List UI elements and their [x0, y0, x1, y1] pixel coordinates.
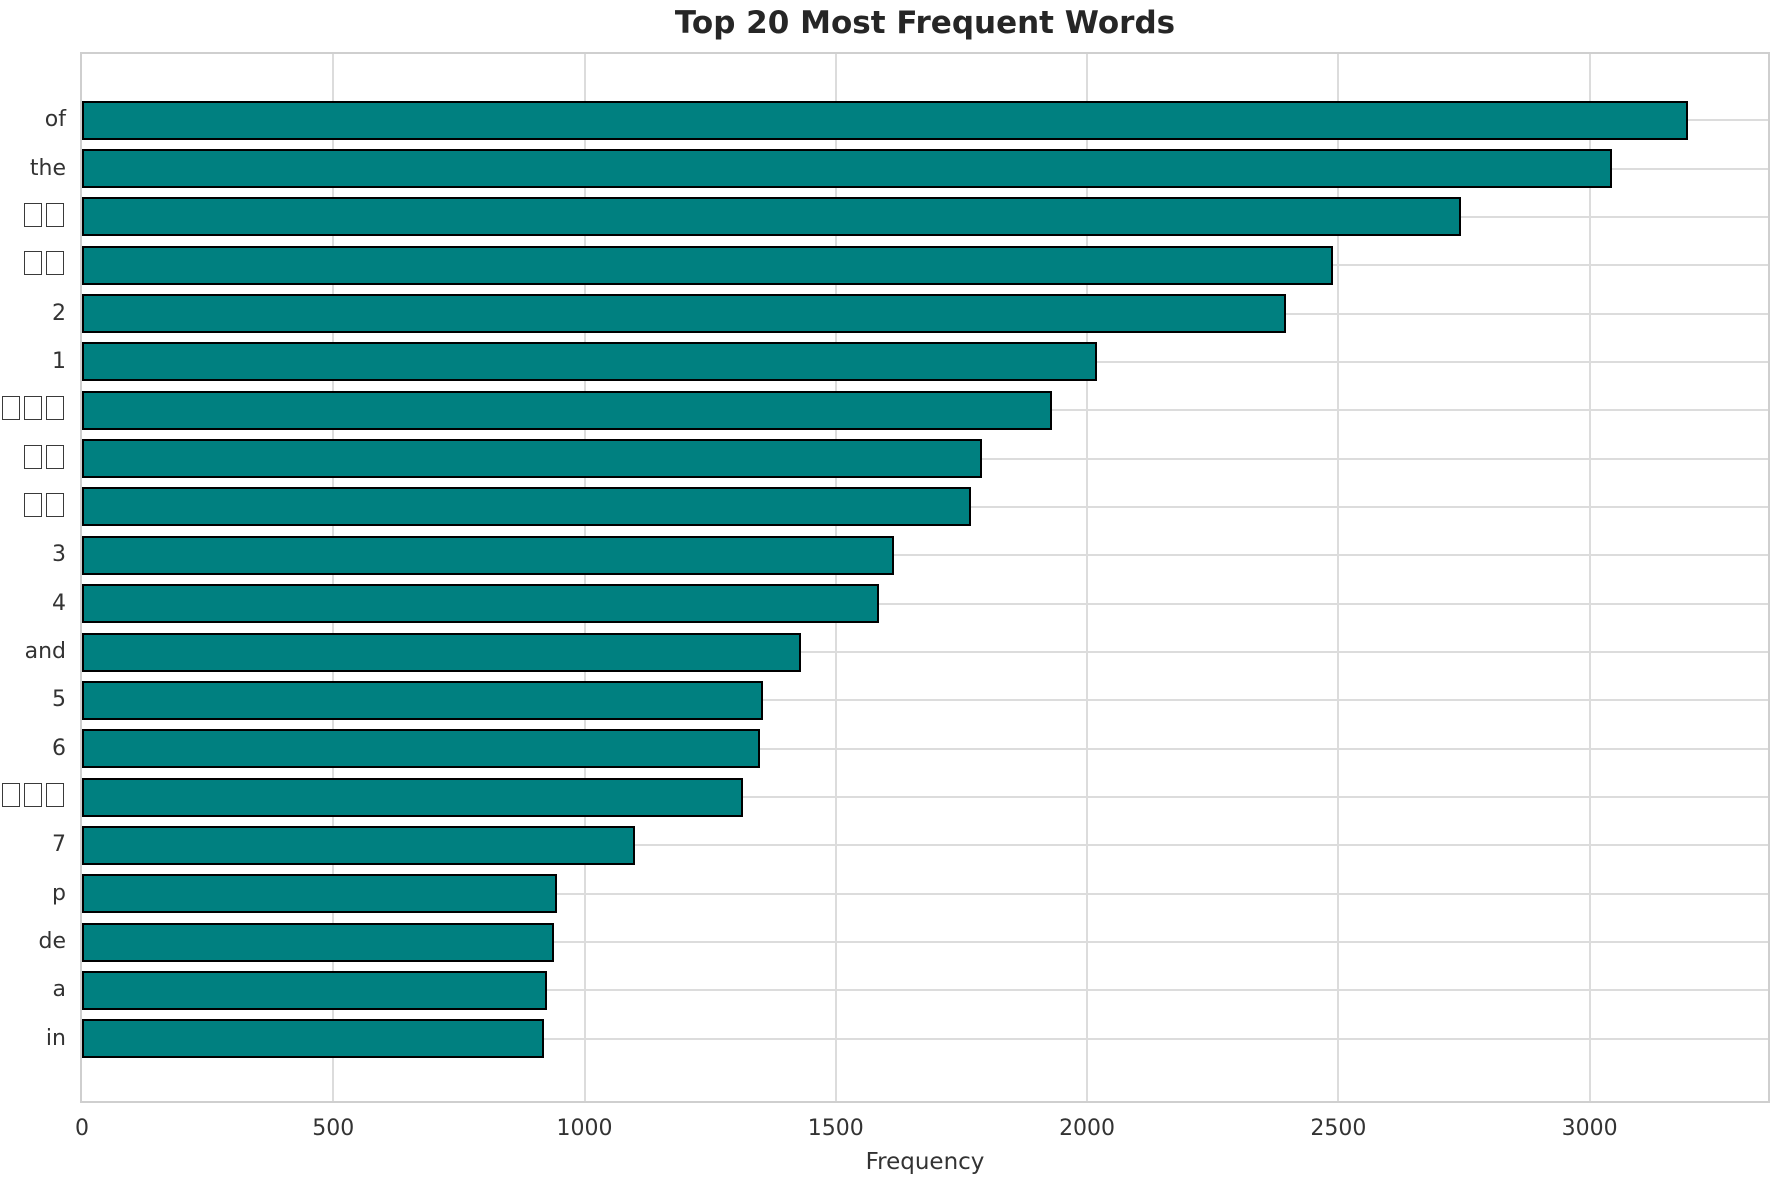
bar-12: [82, 680, 763, 720]
y-tick-label-18: a: [52, 977, 66, 1003]
horizontal-gridline: [82, 699, 1768, 702]
y-tick-label-0: of: [44, 107, 66, 133]
vertical-gridline: [1337, 54, 1340, 1101]
vertical-gridline: [583, 54, 586, 1101]
y-tick-label-8: [22, 492, 66, 522]
bar-13: [82, 729, 761, 769]
y-tick-label-4: 2: [52, 300, 66, 326]
missing-glyph-box: [46, 396, 64, 421]
x-tick-label-1000: 1000: [556, 1116, 613, 1141]
x-tick-label-2500: 2500: [1310, 1116, 1367, 1141]
bar-16: [82, 874, 557, 914]
x-axis-title: Frequency: [865, 1149, 985, 1175]
bar-19: [82, 1019, 545, 1059]
bar-7: [82, 439, 982, 479]
missing-glyph-box: [46, 202, 64, 227]
bar-0: [82, 100, 1688, 140]
missing-glyph-box: [46, 492, 64, 517]
y-tick-label-7: [22, 444, 66, 474]
y-tick-label-2: [22, 202, 66, 232]
missing-glyph-box: [46, 444, 64, 469]
y-tick-label-6: [0, 395, 66, 425]
y-tick-label-19: in: [45, 1025, 66, 1051]
horizontal-gridline: [82, 554, 1768, 557]
horizontal-gridline: [82, 1037, 1768, 1040]
x-tick-label-3000: 3000: [1561, 1116, 1618, 1141]
bar-18: [82, 970, 547, 1010]
bar-14: [82, 777, 743, 817]
y-tick-label-1: the: [29, 155, 66, 181]
bar-6: [82, 390, 1052, 430]
x-tick-label-2000: 2000: [1059, 1116, 1116, 1141]
y-tick-label-15: 7: [52, 832, 66, 858]
y-tick-label-5: 1: [52, 348, 66, 374]
y-tick-label-11: and: [24, 639, 66, 665]
y-tick-label-16: p: [52, 880, 66, 906]
x-tick-label-0: 0: [75, 1116, 89, 1141]
y-tick-label-13: 6: [52, 735, 66, 761]
missing-glyph-box: [24, 783, 42, 808]
missing-glyph-box: [24, 492, 42, 517]
missing-glyph-box: [2, 783, 20, 808]
missing-glyph-box: [2, 396, 20, 421]
x-tick-label-500: 500: [312, 1116, 355, 1141]
horizontal-gridline: [82, 941, 1768, 944]
horizontal-gridline: [82, 602, 1768, 605]
missing-glyph-box: [46, 783, 64, 808]
horizontal-gridline: [82, 796, 1768, 799]
missing-glyph-box: [24, 251, 42, 276]
missing-glyph-box: [24, 396, 42, 421]
missing-glyph-box: [24, 444, 42, 469]
bar-2: [82, 197, 1462, 237]
bar-9: [82, 535, 894, 575]
missing-glyph-box: [46, 251, 64, 276]
x-tick-label-1500: 1500: [807, 1116, 864, 1141]
missing-glyph-box: [24, 202, 42, 227]
plot-area: [80, 52, 1770, 1103]
bar-4: [82, 294, 1286, 334]
vertical-gridline: [834, 54, 837, 1101]
vertical-gridline: [1588, 54, 1591, 1101]
y-tick-label-17: de: [38, 929, 66, 955]
vertical-gridline: [332, 54, 335, 1101]
bar-3: [82, 245, 1334, 285]
y-tick-label-12: 5: [52, 687, 66, 713]
horizontal-gridline: [82, 747, 1768, 750]
y-tick-label-10: 4: [52, 590, 66, 616]
bar-5: [82, 342, 1098, 382]
y-tick-label-14: [0, 782, 66, 812]
bar-8: [82, 487, 972, 527]
bar-10: [82, 584, 879, 624]
bar-15: [82, 825, 635, 865]
y-axis-tick-labels: of the 2 1 3 4 and 5 6 7 p de a in: [0, 0, 66, 1185]
chart-title: Top 20 Most Frequent Words: [674, 5, 1176, 41]
horizontal-gridline: [82, 844, 1768, 847]
horizontal-gridline: [82, 892, 1768, 895]
bar-11: [82, 632, 801, 672]
y-tick-label-9: 3: [52, 542, 66, 568]
horizontal-gridline: [82, 989, 1768, 992]
vertical-gridline: [1086, 54, 1089, 1101]
horizontal-gridline: [82, 651, 1768, 654]
bar-17: [82, 922, 555, 962]
bar-1: [82, 149, 1613, 189]
y-tick-label-3: [22, 250, 66, 280]
